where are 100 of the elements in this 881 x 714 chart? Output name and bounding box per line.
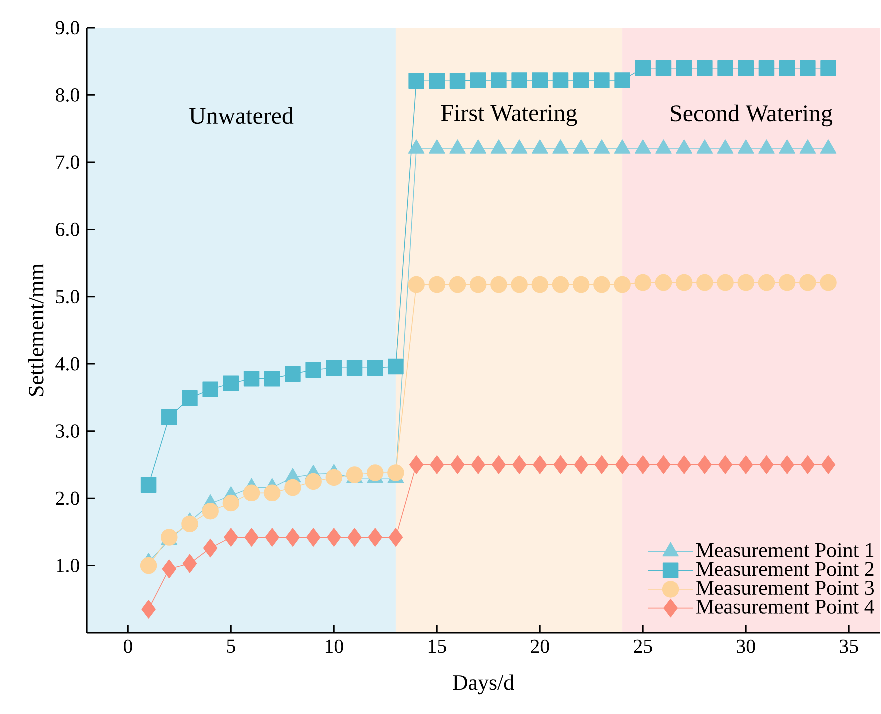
legend-label: Measurement Point 1 — [696, 543, 874, 558]
point — [306, 362, 322, 378]
point — [758, 274, 776, 292]
point — [450, 456, 465, 474]
point — [698, 456, 712, 474]
point — [512, 456, 527, 474]
point — [388, 358, 404, 375]
point — [574, 456, 588, 474]
x-tick-label: 10 — [326, 640, 344, 654]
point — [614, 276, 631, 294]
point — [718, 60, 734, 76]
point — [265, 528, 280, 547]
point — [552, 72, 569, 88]
point — [554, 456, 568, 474]
point — [305, 473, 322, 490]
x-tick-label: 5 — [227, 640, 236, 654]
point — [223, 376, 240, 392]
point — [490, 276, 508, 294]
point — [614, 72, 630, 88]
point — [594, 456, 610, 474]
point — [532, 72, 548, 88]
point — [430, 456, 444, 474]
point — [655, 274, 672, 292]
x-tick-label: 15 — [428, 640, 446, 654]
point — [676, 274, 693, 292]
y-axis-title: Settlement/mm — [28, 264, 44, 396]
point — [779, 60, 796, 76]
point — [224, 528, 238, 547]
point — [470, 72, 486, 88]
y-tick-label: 8.0 — [56, 88, 80, 102]
point — [182, 390, 198, 406]
point — [142, 600, 156, 619]
point — [738, 60, 754, 76]
band-label: Second Watering — [671, 104, 833, 127]
point — [696, 274, 714, 292]
point — [511, 276, 528, 294]
point — [820, 60, 836, 76]
point — [408, 73, 424, 89]
point — [821, 456, 836, 474]
point — [264, 484, 281, 502]
point — [718, 456, 733, 474]
point — [552, 276, 570, 294]
point — [780, 456, 794, 474]
y-tick-label: 9.0 — [56, 21, 80, 35]
point — [286, 528, 300, 547]
point — [409, 456, 424, 474]
point — [326, 360, 342, 376]
band-label: Unwatered — [190, 107, 294, 124]
y-tick-label: 1.0 — [57, 559, 80, 573]
point — [800, 274, 816, 292]
point — [429, 73, 446, 89]
point — [532, 276, 549, 294]
point — [470, 276, 487, 294]
point — [491, 72, 507, 88]
point — [656, 456, 671, 474]
point — [634, 274, 652, 292]
point — [348, 528, 362, 547]
point — [202, 502, 219, 520]
point — [820, 274, 837, 292]
point — [408, 276, 425, 294]
y-tick-label: 2.0 — [56, 492, 80, 506]
y-tick-label: 3.0 — [56, 424, 80, 438]
point — [264, 371, 280, 387]
x-axis-title: Days/d — [453, 674, 514, 695]
point — [203, 538, 218, 558]
legend-label: Measurement Point 3 — [696, 581, 874, 596]
point — [428, 276, 446, 294]
point — [676, 60, 692, 76]
point — [492, 456, 506, 474]
point — [285, 366, 301, 382]
point — [738, 274, 754, 292]
point — [140, 557, 158, 574]
point — [162, 560, 177, 579]
band-label: First Watering — [442, 105, 578, 126]
point — [368, 528, 382, 547]
point — [326, 469, 343, 486]
point — [636, 456, 650, 474]
point — [327, 528, 342, 547]
y-tick-label: 4.0 — [56, 357, 80, 371]
point — [367, 464, 384, 482]
point — [162, 409, 178, 426]
point — [656, 60, 672, 76]
point — [202, 382, 218, 398]
point — [222, 494, 240, 512]
y-tick-label: 7.0 — [56, 156, 80, 170]
point — [388, 528, 404, 547]
x-tick-label: 25 — [634, 640, 652, 654]
y-tick-label: 5.0 — [56, 290, 80, 304]
point — [758, 60, 775, 76]
point — [306, 528, 321, 547]
point — [140, 477, 157, 493]
point — [449, 276, 466, 294]
point — [572, 276, 590, 294]
point — [697, 60, 713, 76]
legend-label: Measurement Point 4 — [696, 600, 875, 614]
point — [778, 274, 796, 292]
point — [471, 456, 486, 474]
point — [594, 276, 610, 294]
point — [677, 456, 692, 474]
point — [635, 60, 652, 76]
